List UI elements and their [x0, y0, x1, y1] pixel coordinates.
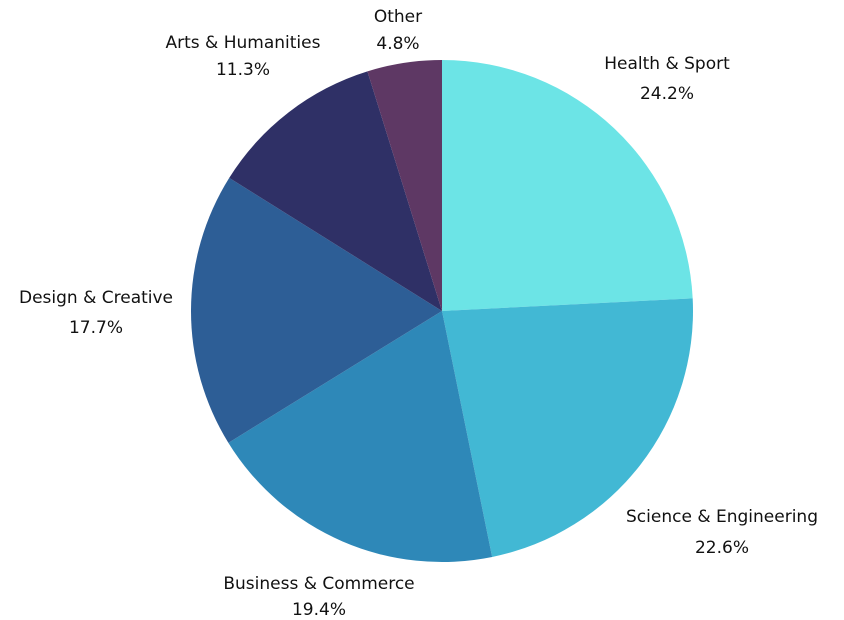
- slice-value-label: 19.4%: [292, 600, 346, 620]
- pie-slice: [191, 177, 442, 443]
- slice-label: Arts & Humanities: [166, 33, 321, 53]
- slice-label: Business & Commerce: [223, 574, 414, 594]
- pie-slice: [367, 60, 442, 311]
- slice-value-label: 24.2%: [640, 84, 694, 104]
- slice-label: Other: [374, 7, 422, 27]
- slice-value-label: 4.8%: [376, 34, 419, 54]
- pie-slice: [228, 311, 493, 562]
- slice-label: Health & Sport: [604, 54, 730, 74]
- pie-slice: [442, 60, 693, 311]
- pie-slice: [442, 298, 694, 557]
- slice-value-label: 22.6%: [695, 538, 749, 558]
- slice-value-label: 17.7%: [69, 318, 123, 338]
- slice-label: Design & Creative: [19, 288, 173, 308]
- slice-value-label: 11.3%: [216, 60, 270, 80]
- pie-slice: [229, 71, 442, 311]
- slice-label: Science & Engineering: [626, 507, 818, 527]
